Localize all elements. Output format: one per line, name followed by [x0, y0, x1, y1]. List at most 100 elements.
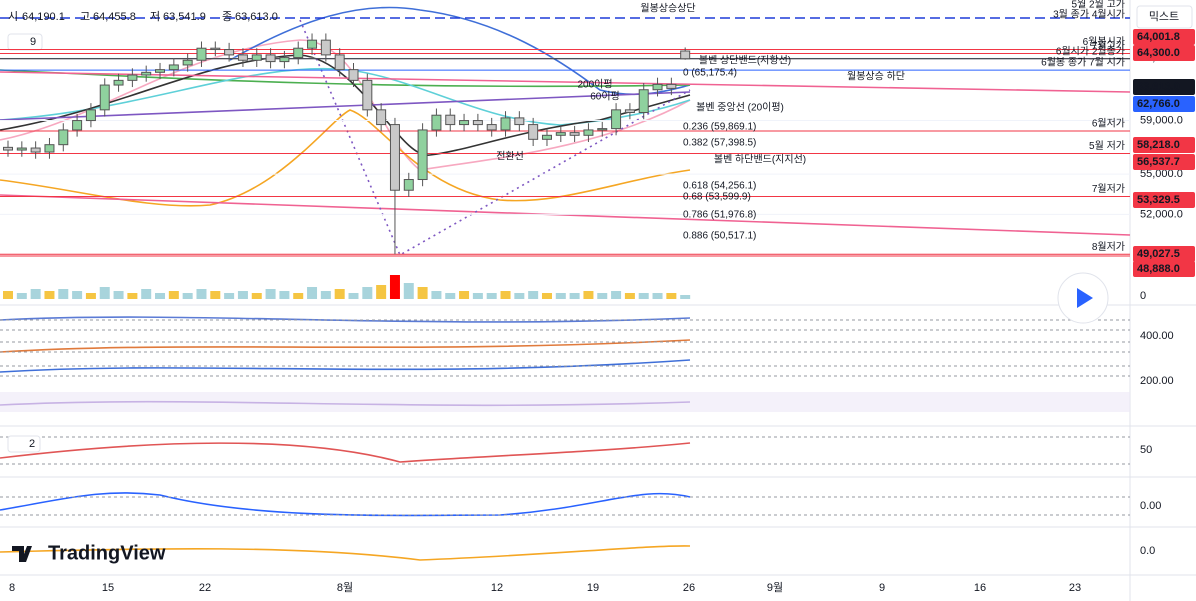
candle-body [293, 47, 304, 59]
candle-body [514, 117, 525, 126]
volume-bar [652, 293, 663, 299]
candle-body [44, 144, 55, 153]
volume-bar [44, 291, 55, 299]
volume-bar [251, 293, 262, 299]
volume-bar [141, 289, 152, 299]
fib-swing [299, 19, 691, 257]
pane-axis-label: 0 [1140, 290, 1146, 302]
volume-bar [334, 289, 345, 299]
volume-bar [638, 293, 649, 299]
candle-body [528, 124, 539, 140]
volume-bar [237, 291, 248, 299]
volume-bar [196, 289, 207, 299]
candle-body [279, 57, 290, 63]
volume-bar [85, 293, 96, 299]
candle-body [569, 132, 580, 136]
price-tag-text: 58,218.0 [1137, 139, 1180, 151]
candle-body [237, 54, 248, 61]
mixed-button[interactable] [1136, 5, 1193, 29]
x-label: 8 [9, 582, 15, 594]
candle-body [141, 71, 152, 76]
level-label: 6월시가 2월종가 [1056, 45, 1125, 57]
candle-body [611, 109, 622, 130]
price-tag [1133, 137, 1195, 153]
price-tag-text: 62,766.0 [1137, 98, 1180, 110]
price-tag-text: 64,300.0 [1137, 47, 1180, 59]
candle-body [307, 39, 318, 49]
volume-bar [127, 293, 138, 299]
trend-line [0, 71, 1131, 93]
pane-guides [0, 319, 1130, 516]
volume-bar [182, 293, 193, 299]
volume-bar [624, 293, 635, 299]
volume-bar [58, 289, 69, 299]
volume-bar [16, 293, 27, 299]
price-tag-text: 48,888.0 [1137, 263, 1180, 275]
volume-bar [72, 291, 83, 299]
candle-body [168, 64, 179, 71]
volume-bar [3, 291, 13, 299]
volume-bar [376, 285, 387, 299]
x-label: 16 [974, 582, 986, 594]
price-tag-text: 49,027.5 [1137, 248, 1180, 260]
volume-bar [459, 291, 470, 299]
volume-bar [417, 287, 428, 299]
volume-bar [541, 293, 552, 299]
volume-bar [155, 293, 166, 299]
ohlc-text: 종 [222, 11, 232, 23]
candle-body [541, 134, 552, 140]
candle-body [486, 124, 497, 131]
ohlc-text: 저 [150, 10, 160, 23]
annotation: 볼벤 상단밴드(저항선) [699, 55, 791, 67]
candle-body [417, 129, 428, 181]
volume-bar [486, 293, 497, 299]
candle-body [362, 79, 373, 111]
volume-bar [320, 291, 331, 299]
play-icon[interactable] [1077, 288, 1093, 308]
candle-body [459, 120, 470, 126]
volume-bar [555, 293, 566, 299]
volume-bar [514, 293, 525, 299]
price-tag-text: 63,613.0 [1137, 81, 1180, 93]
volume-bar [569, 293, 580, 299]
ohlc-text: 63,613.0 [235, 11, 278, 23]
level-label: 5월 2월 고가 [1072, 0, 1125, 11]
candle-body [127, 74, 138, 81]
trend-line [0, 91, 691, 121]
candle-body [583, 129, 594, 136]
candle-body [320, 39, 331, 56]
volume-bar [389, 275, 400, 299]
price-tag [1133, 192, 1195, 208]
candle-body [155, 69, 166, 73]
x-label: 19 [587, 582, 599, 594]
price-tag [1133, 29, 1195, 45]
fib-label: 0.236 (59,869.1) [683, 122, 756, 133]
price-tag [1133, 96, 1195, 112]
candle-body [680, 50, 691, 60]
price-label: 59,000.0 [1140, 114, 1183, 126]
volume-bar [265, 289, 276, 299]
price-tag-text: 56,537.7 [1137, 156, 1180, 168]
candle-body [500, 117, 511, 131]
price-tag [1133, 45, 1195, 61]
x-label: 15 [102, 582, 114, 594]
mixed-button-label[interactable]: 믹스트 [1149, 10, 1179, 23]
candle-body [666, 83, 677, 89]
volume-bar [293, 293, 304, 299]
interval: 9 [30, 36, 36, 48]
candle-body [58, 129, 69, 146]
level-label: 3월 종가 4월시가 [1053, 9, 1125, 21]
band [0, 392, 1130, 412]
volume-bar [30, 289, 41, 299]
candle-body [30, 147, 41, 153]
candle-body [472, 120, 483, 126]
candle-body [182, 59, 193, 66]
candle-body [113, 79, 124, 86]
level-label: 5월 저가 [1089, 140, 1125, 152]
bb-band [0, 39, 691, 171]
pane-label: 2 [29, 438, 35, 450]
x-label: 8월 [337, 581, 353, 594]
candle-body [251, 54, 262, 61]
volume-bar [472, 293, 483, 299]
